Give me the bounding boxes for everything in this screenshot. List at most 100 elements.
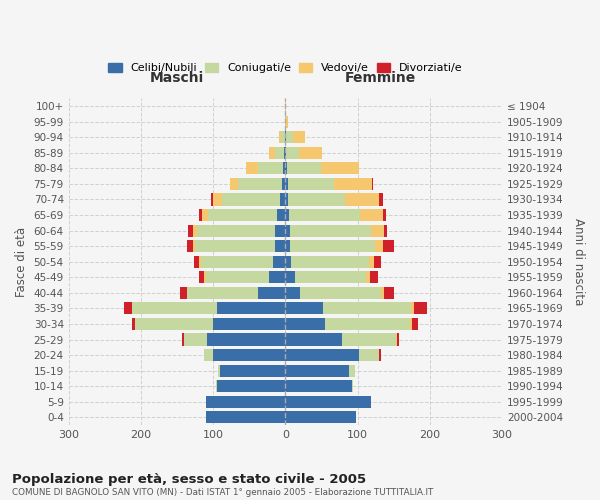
Bar (286, 224, 290, 236)
Bar (247, 162, 258, 174)
Bar (375, 240, 383, 252)
Bar (290, 224, 371, 236)
Bar (213, 318, 286, 330)
Bar (286, 271, 295, 283)
Bar (213, 194, 222, 205)
Bar (277, 209, 286, 221)
Bar (383, 224, 387, 236)
Bar (300, 287, 381, 299)
Bar (286, 380, 352, 392)
Bar (217, 302, 286, 314)
Bar (258, 287, 286, 299)
Bar (199, 209, 202, 221)
Bar (213, 349, 286, 361)
Text: Maschi: Maschi (150, 72, 204, 86)
Bar (352, 380, 353, 392)
Bar (284, 146, 286, 159)
Bar (202, 209, 208, 221)
Bar (184, 334, 208, 345)
Bar (372, 178, 373, 190)
Bar (325, 318, 410, 330)
Bar (279, 131, 281, 143)
Bar (381, 287, 383, 299)
Bar (195, 240, 275, 252)
Bar (410, 318, 412, 330)
Bar (282, 178, 286, 190)
Bar (344, 194, 379, 205)
Bar (286, 364, 349, 376)
Bar (135, 318, 213, 330)
Bar (334, 178, 372, 190)
Bar (323, 302, 411, 314)
Bar (370, 271, 378, 283)
Bar (286, 178, 287, 190)
Bar (205, 271, 206, 283)
Bar (286, 256, 291, 268)
Bar (383, 240, 394, 252)
Y-axis label: Anni di nascita: Anni di nascita (572, 218, 585, 306)
Bar (288, 194, 344, 205)
Bar (411, 302, 414, 314)
Bar (182, 334, 184, 345)
Bar (286, 194, 288, 205)
Bar (197, 224, 275, 236)
Bar (371, 224, 383, 236)
Bar (383, 287, 394, 299)
Bar (286, 349, 359, 361)
Bar (269, 146, 275, 159)
Bar (238, 178, 282, 190)
Bar (396, 334, 397, 345)
Bar (287, 178, 334, 190)
Bar (205, 349, 213, 361)
Bar (269, 271, 286, 283)
Bar (374, 256, 382, 268)
Text: Popolazione per età, sesso e stato civile - 2005: Popolazione per età, sesso e stato civil… (12, 472, 366, 486)
Bar (194, 256, 199, 268)
Bar (199, 256, 201, 268)
Bar (273, 256, 286, 268)
Bar (397, 334, 400, 345)
Bar (379, 349, 381, 361)
Bar (220, 364, 286, 376)
Bar (286, 209, 289, 221)
Bar (275, 224, 286, 236)
Bar (383, 209, 386, 221)
Bar (131, 318, 135, 330)
Bar (286, 116, 288, 128)
Bar (286, 240, 290, 252)
Bar (180, 287, 187, 299)
Bar (284, 116, 286, 128)
Bar (280, 194, 286, 205)
Bar (284, 131, 286, 143)
Bar (131, 302, 217, 314)
Bar (275, 240, 286, 252)
Bar (286, 287, 300, 299)
Bar (206, 412, 286, 424)
Bar (359, 349, 379, 361)
Bar (287, 162, 322, 174)
Bar (218, 364, 220, 376)
Bar (188, 224, 193, 236)
Bar (412, 318, 418, 330)
Bar (208, 334, 286, 345)
Bar (124, 302, 131, 314)
Bar (199, 271, 205, 283)
Bar (286, 131, 293, 143)
Legend: Celibi/Nubili, Coniugati/e, Vedovi/e, Divorziati/e: Celibi/Nubili, Coniugati/e, Vedovi/e, Di… (104, 58, 467, 78)
Bar (322, 162, 359, 174)
Bar (258, 162, 283, 174)
Bar (187, 240, 193, 252)
Bar (379, 194, 383, 205)
Bar (206, 396, 286, 408)
Bar (206, 271, 269, 283)
Bar (193, 240, 195, 252)
Bar (275, 146, 284, 159)
Bar (230, 178, 238, 190)
Bar (208, 209, 277, 221)
Bar (293, 131, 305, 143)
Y-axis label: Fasce di età: Fasce di età (15, 226, 28, 297)
Bar (360, 209, 383, 221)
Bar (286, 334, 342, 345)
Bar (286, 146, 299, 159)
Bar (286, 162, 287, 174)
